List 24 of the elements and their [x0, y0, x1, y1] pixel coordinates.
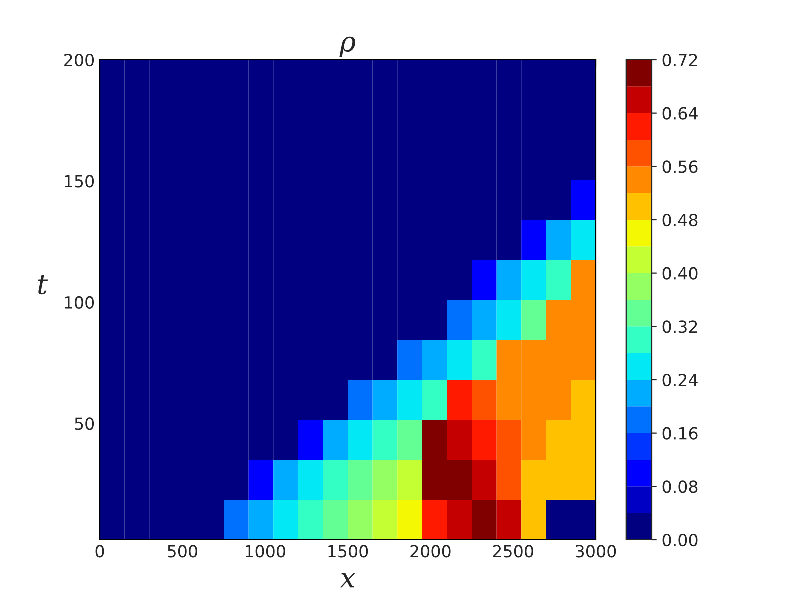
x-axis-title: x [340, 573, 356, 588]
color-bar-label: 0.56 [662, 160, 698, 174]
x-tick-label: 500 [168, 545, 198, 558]
x-tick-label: 0 [96, 545, 104, 558]
color-bar-label: 0.16 [662, 427, 698, 440]
y-tick-label: 200 [64, 54, 94, 67]
color-bar-label: 0.40 [662, 267, 698, 280]
y-tick-label: 100 [65, 296, 94, 309]
chart-title: ρ [340, 36, 356, 58]
color-bar-label: 0.00 [662, 534, 698, 547]
y-axis-title: t [38, 275, 48, 295]
color-bar-label: 0.64 [662, 107, 698, 120]
x-tick-label: 1000 [246, 545, 286, 558]
x-tick-label: 3000 [576, 545, 616, 558]
color-bar-label: 0.72 [662, 54, 698, 67]
color-bar-label: 0.32 [662, 320, 698, 334]
x-tick-label: 1500 [328, 545, 368, 558]
color-bar-label: 0.48 [662, 214, 698, 227]
x-tick-label: 2000 [410, 545, 451, 558]
y-tick-label: 150 [65, 175, 94, 188]
color-bar-label: 0.08 [662, 480, 698, 494]
color-bar-label: 0.24 [662, 374, 698, 387]
y-tick-label: 50 [75, 418, 94, 430]
x-tick-label: 2500 [493, 545, 534, 558]
